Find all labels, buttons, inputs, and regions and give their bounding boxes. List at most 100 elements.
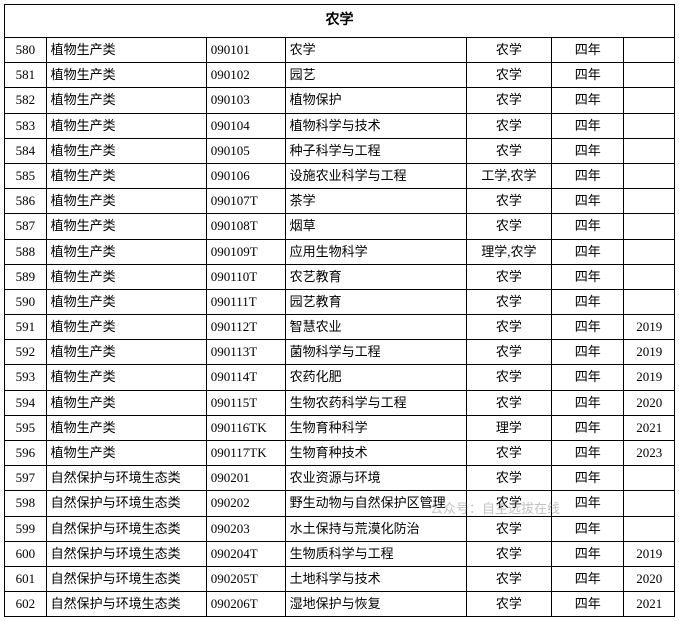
row-category: 自然保护与环境生态类 (46, 592, 206, 617)
table-row: 593植物生产类090114T农药化肥农学四年2019 (5, 365, 675, 390)
row-name: 植物科学与技术 (285, 113, 466, 138)
row-duration: 四年 (552, 541, 624, 566)
row-category: 植物生产类 (46, 390, 206, 415)
row-duration: 四年 (552, 38, 624, 63)
row-duration: 四年 (552, 113, 624, 138)
row-index: 592 (5, 340, 47, 365)
row-year: 2020 (624, 566, 675, 591)
row-duration: 四年 (552, 466, 624, 491)
table-row: 599自然保护与环境生态类090203水土保持与荒漠化防治农学四年 (5, 516, 675, 541)
row-code: 090206T (206, 592, 285, 617)
row-code: 090105 (206, 138, 285, 163)
row-name: 农业资源与环境 (285, 466, 466, 491)
row-degree: 农学 (466, 390, 552, 415)
row-duration: 四年 (552, 189, 624, 214)
row-name: 烟草 (285, 214, 466, 239)
row-index: 587 (5, 214, 47, 239)
row-name: 生物育种技术 (285, 441, 466, 466)
row-degree: 农学 (466, 566, 552, 591)
row-index: 601 (5, 566, 47, 591)
row-degree: 农学 (466, 189, 552, 214)
row-year: 2023 (624, 441, 675, 466)
row-name: 智慧农业 (285, 315, 466, 340)
row-duration: 四年 (552, 566, 624, 591)
row-year (624, 516, 675, 541)
row-code: 090106 (206, 163, 285, 188)
row-name: 野生动物与自然保护区管理 (285, 491, 466, 516)
table-row: 581植物生产类090102园艺农学四年 (5, 63, 675, 88)
row-duration: 四年 (552, 441, 624, 466)
row-degree: 农学 (466, 88, 552, 113)
row-degree: 农学 (466, 592, 552, 617)
row-category: 植物生产类 (46, 239, 206, 264)
row-degree: 农学 (466, 113, 552, 138)
table-row: 582植物生产类090103植物保护农学四年 (5, 88, 675, 113)
row-year (624, 38, 675, 63)
row-degree: 农学 (466, 365, 552, 390)
row-code: 090115T (206, 390, 285, 415)
row-category: 植物生产类 (46, 38, 206, 63)
row-code: 090202 (206, 491, 285, 516)
row-code: 090117TK (206, 441, 285, 466)
row-duration: 四年 (552, 592, 624, 617)
row-year (624, 88, 675, 113)
row-index: 589 (5, 264, 47, 289)
row-year (624, 189, 675, 214)
table-row: 601自然保护与环境生态类090205T土地科学与技术农学四年2020 (5, 566, 675, 591)
row-year: 2019 (624, 340, 675, 365)
row-category: 植物生产类 (46, 163, 206, 188)
table-row: 585植物生产类090106设施农业科学与工程工学,农学四年 (5, 163, 675, 188)
row-code: 090102 (206, 63, 285, 88)
row-category: 自然保护与环境生态类 (46, 516, 206, 541)
row-code: 090109T (206, 239, 285, 264)
row-code: 090107T (206, 189, 285, 214)
row-year (624, 214, 675, 239)
row-index: 583 (5, 113, 47, 138)
row-category: 植物生产类 (46, 365, 206, 390)
row-code: 090201 (206, 466, 285, 491)
row-category: 自然保护与环境生态类 (46, 566, 206, 591)
row-code: 090104 (206, 113, 285, 138)
row-duration: 四年 (552, 516, 624, 541)
row-code: 090113T (206, 340, 285, 365)
row-year: 2021 (624, 415, 675, 440)
row-index: 597 (5, 466, 47, 491)
table-row: 583植物生产类090104植物科学与技术农学四年 (5, 113, 675, 138)
row-name: 水土保持与荒漠化防治 (285, 516, 466, 541)
row-degree: 农学 (466, 289, 552, 314)
row-duration: 四年 (552, 315, 624, 340)
row-index: 582 (5, 88, 47, 113)
row-category: 植物生产类 (46, 189, 206, 214)
major-table: 农学 580植物生产类090101农学农学四年581植物生产类090102园艺农… (4, 4, 675, 617)
row-duration: 四年 (552, 415, 624, 440)
row-year: 2019 (624, 541, 675, 566)
row-code: 090110T (206, 264, 285, 289)
row-duration: 四年 (552, 289, 624, 314)
row-index: 581 (5, 63, 47, 88)
row-index: 596 (5, 441, 47, 466)
row-name: 农药化肥 (285, 365, 466, 390)
row-category: 植物生产类 (46, 88, 206, 113)
row-degree: 农学 (466, 264, 552, 289)
row-year (624, 491, 675, 516)
row-category: 自然保护与环境生态类 (46, 466, 206, 491)
table-row: 602自然保护与环境生态类090206T湿地保护与恢复农学四年2021 (5, 592, 675, 617)
row-duration: 四年 (552, 214, 624, 239)
table-row: 584植物生产类090105种子科学与工程农学四年 (5, 138, 675, 163)
row-degree: 农学 (466, 466, 552, 491)
row-index: 595 (5, 415, 47, 440)
row-duration: 四年 (552, 264, 624, 289)
row-code: 090108T (206, 214, 285, 239)
row-degree: 农学 (466, 340, 552, 365)
table-row: 586植物生产类090107T茶学农学四年 (5, 189, 675, 214)
row-category: 植物生产类 (46, 138, 206, 163)
row-year (624, 138, 675, 163)
row-category: 自然保护与环境生态类 (46, 541, 206, 566)
row-year: 2019 (624, 365, 675, 390)
row-degree: 农学 (466, 516, 552, 541)
row-category: 植物生产类 (46, 315, 206, 340)
table-row: 597自然保护与环境生态类090201农业资源与环境农学四年 (5, 466, 675, 491)
row-year (624, 239, 675, 264)
row-code: 090112T (206, 315, 285, 340)
row-code: 090103 (206, 88, 285, 113)
